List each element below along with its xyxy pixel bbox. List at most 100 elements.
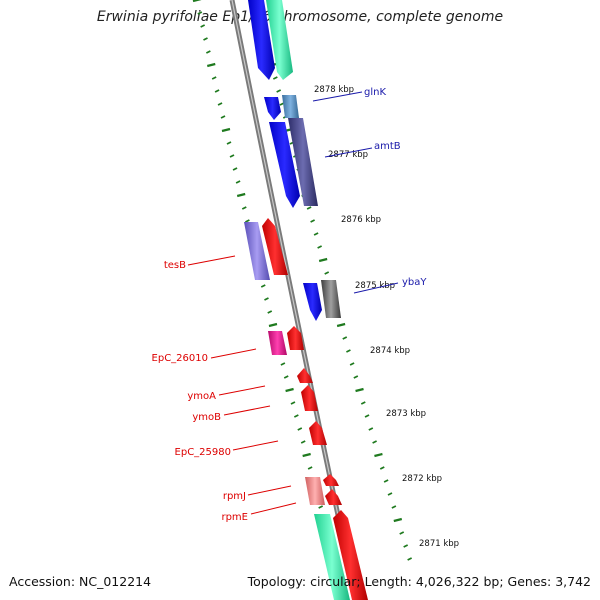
minus-strand-features [244, 218, 368, 600]
outer-tick [317, 245, 323, 249]
cds-feature[interactable] [333, 510, 368, 600]
scale-label-2874: 2874 kbp [370, 346, 410, 356]
outer-tick [403, 544, 409, 548]
inner-tick [235, 180, 241, 184]
outer-tick [360, 401, 366, 405]
inner-tick [283, 375, 289, 379]
inner-tick [280, 362, 286, 366]
outer-tick [383, 479, 389, 483]
inner-tick [290, 401, 296, 405]
cds-feature[interactable] [297, 368, 313, 383]
inner-tick [221, 127, 231, 133]
cds-feature[interactable] [266, 0, 293, 80]
inner-tick [203, 37, 208, 41]
cds-feature[interactable] [264, 97, 281, 120]
scale-label-2875: 2875 kbp [355, 281, 395, 291]
gene-label-glnK[interactable]: glnK [364, 87, 386, 98]
cds-feature[interactable] [244, 222, 270, 280]
inner-tick [214, 89, 220, 93]
inner-tick [300, 440, 306, 444]
scale-label-2877: 2877 kbp [328, 150, 368, 160]
cds-feature[interactable] [269, 122, 300, 208]
gene-label-rpmJ[interactable]: rpmJ [223, 491, 246, 502]
cds-feature[interactable] [248, 0, 275, 80]
scale-label-2878: 2878 kbp [314, 85, 354, 95]
outer-tick [379, 466, 385, 470]
inner-tick [318, 505, 324, 509]
plus-gene-labels: glnK amtB ybaY [312, 87, 427, 294]
outer-tick [393, 517, 403, 523]
cds-feature[interactable] [287, 326, 304, 350]
cds-feature[interactable] [314, 514, 350, 600]
cds-feature[interactable] [323, 474, 339, 486]
inner-tick [267, 310, 273, 314]
outer-tick [407, 557, 413, 561]
inner-tick [297, 427, 303, 431]
cds-feature[interactable] [303, 283, 322, 321]
gene-label-tesB[interactable]: tesB [164, 260, 186, 271]
scale-label-2871: 2871 kbp [419, 539, 459, 549]
gene-label-ybaY[interactable]: ybaY [402, 277, 427, 288]
outer-tick [368, 427, 374, 431]
scale-label-2876: 2876 kbp [341, 215, 381, 225]
outer-tick [355, 387, 364, 393]
cds-feature[interactable] [301, 385, 318, 411]
minus-gene-labels: tesB EpC_26010 ymoA ymoB EpC_25980 rpmJ … [152, 255, 297, 523]
inner-tick [264, 297, 269, 301]
outer-tick [306, 206, 312, 210]
outer-tick [353, 375, 359, 379]
outer-tick [336, 322, 346, 328]
gene-label-ymoB[interactable]: ymoB [192, 412, 221, 423]
scale-label-2873: 2873 kbp [386, 409, 426, 419]
genome-summary-text: Topology: circular; Length: 4,026,322 bp… [247, 574, 591, 589]
outer-tick [372, 440, 378, 444]
outer-tick [374, 452, 383, 458]
cds-feature[interactable] [321, 280, 341, 318]
inner-tick [211, 76, 217, 80]
inner-tick [217, 102, 223, 106]
inner-tick [220, 115, 226, 119]
inner-tick [236, 192, 246, 198]
inner-tick [226, 141, 232, 145]
inner-tick [232, 167, 238, 171]
gene-label-rpmE[interactable]: rpmE [221, 512, 248, 523]
outer-tick [391, 505, 397, 509]
inner-tick [285, 387, 294, 393]
inner-tick [307, 466, 313, 470]
inner-tick [192, 0, 202, 3]
outer-tick [313, 232, 319, 236]
outer-tick [272, 76, 278, 80]
plus-strand-features [248, 0, 350, 600]
inner-tick [302, 452, 311, 458]
inner-tick [229, 154, 235, 158]
inner-tick [260, 284, 266, 288]
cds-feature[interactable] [325, 489, 342, 505]
cds-feature[interactable] [309, 421, 327, 445]
inner-tick [241, 206, 247, 210]
scale-labels: 2878 kbp 2877 kbp 2876 kbp 2875 kbp 2874… [314, 85, 459, 549]
outer-tick [346, 349, 351, 353]
gene-label-EpC_26010[interactable]: EpC_26010 [152, 353, 208, 364]
cds-feature[interactable] [305, 477, 325, 505]
outer-tick [276, 89, 282, 93]
inner-tick [197, 11, 203, 15]
gene-label-amtB[interactable]: amtB [374, 141, 401, 152]
outer-tick [324, 271, 330, 275]
outer-tick [349, 362, 355, 366]
cds-feature[interactable] [288, 118, 318, 206]
cds-feature[interactable] [268, 331, 287, 355]
cds-feature[interactable] [282, 95, 299, 118]
accession-text: Accession: NC_012214 [9, 574, 152, 589]
inner-tick [244, 219, 250, 223]
cds-feature[interactable] [262, 218, 288, 275]
outer-tick [364, 414, 370, 418]
outer-tick [342, 336, 348, 340]
outer-tick [387, 492, 393, 496]
inner-tick [293, 414, 299, 418]
gene-label-ymoA[interactable]: ymoA [187, 391, 216, 402]
inner-tick [206, 62, 216, 68]
scale-label-2872: 2872 kbp [402, 474, 442, 484]
gene-label-EpC_25980[interactable]: EpC_25980 [175, 447, 231, 458]
